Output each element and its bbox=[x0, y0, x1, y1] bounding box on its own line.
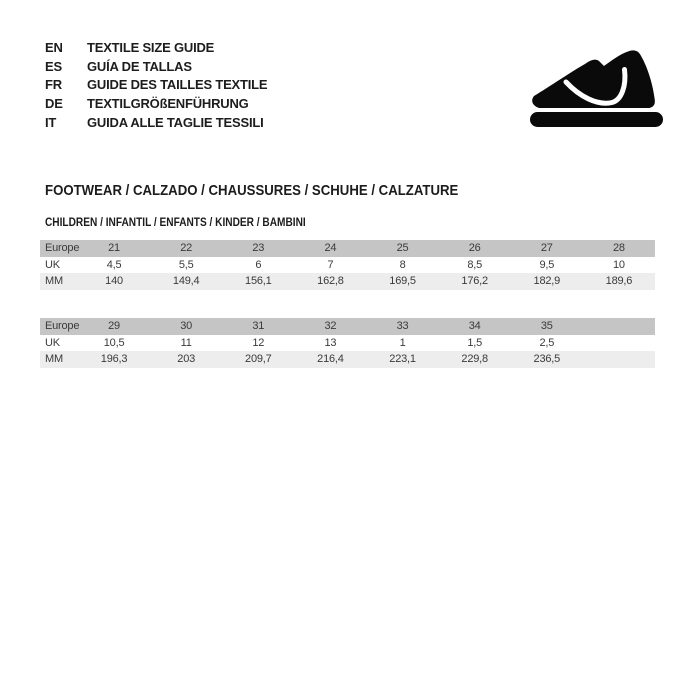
size-cell bbox=[583, 351, 655, 368]
section-title: FOOTWEAR / CALZADO / CHAUSSURES / SCHUHE… bbox=[45, 182, 459, 199]
size-cell: 236,5 bbox=[533, 353, 561, 366]
size-cell: 29 bbox=[108, 320, 120, 333]
size-cell: 22 bbox=[180, 242, 193, 255]
section-subtitle: CHILDREN / INFANTIL / ENFANTS / KINDER /… bbox=[45, 217, 306, 229]
language-list: EN TEXTILE SIZE GUIDE ES GUÍA DE TALLAS … bbox=[45, 38, 268, 132]
row-label: Europe bbox=[45, 242, 80, 255]
size-cell: 1 bbox=[399, 336, 406, 349]
size-cell: 8 bbox=[399, 258, 406, 271]
language-row-de: DE TEXTILGRÖßENFÜHRUNG bbox=[45, 94, 267, 113]
size-cell: 1,5 bbox=[467, 336, 483, 349]
size-cell: 33 bbox=[396, 320, 409, 333]
size-cell: 30 bbox=[180, 320, 193, 333]
row-label: MM bbox=[45, 353, 63, 366]
language-code: ES bbox=[45, 58, 62, 74]
table-row: Europe 29 30 31 32 33 34 35 bbox=[40, 318, 655, 335]
size-cell: 4,5 bbox=[106, 258, 122, 271]
size-cell: 11 bbox=[180, 336, 192, 349]
size-cell: 169,5 bbox=[389, 275, 416, 288]
table-row: MM 196,3 203 209,7 216,4 223,1 229,8 236,5 bbox=[40, 351, 655, 368]
size-cell: 6 bbox=[255, 258, 262, 271]
size-cell: 8,5 bbox=[467, 258, 483, 271]
table-row: UK 10,5 11 12 13 1 1,5 2,5 bbox=[40, 334, 655, 352]
size-cell: 23 bbox=[252, 242, 265, 255]
size-cell: 7 bbox=[327, 258, 334, 271]
size-cell: 223,1 bbox=[389, 353, 416, 366]
language-code: FR bbox=[45, 77, 62, 93]
size-cell: 34 bbox=[468, 320, 481, 333]
size-cell: 28 bbox=[613, 242, 625, 255]
size-cell: 10,5 bbox=[103, 336, 125, 349]
language-code: EN bbox=[45, 39, 63, 55]
language-label: GUIDA ALLE TAGLIE TESSILI bbox=[87, 114, 264, 130]
language-row-fr: FR GUIDE DES TAILLES TEXTILE bbox=[45, 75, 268, 94]
size-cell: 140 bbox=[105, 275, 123, 288]
size-table-children-2: Europe 29 30 31 32 33 34 35 UK 10,5 11 12 13 1 1,5 2,5 M… bbox=[40, 318, 655, 368]
size-cell: 189,6 bbox=[605, 275, 633, 288]
row-label: Europe bbox=[45, 320, 80, 333]
language-label: GUIDE DES TAILLES TEXTILE bbox=[87, 77, 268, 93]
size-cell: 209,7 bbox=[245, 353, 272, 366]
language-label: TEXTILGRÖßENFÜHRUNG bbox=[87, 95, 249, 111]
language-row-en: EN TEXTILE SIZE GUIDE bbox=[45, 38, 267, 57]
table-row: Europe 21 22 23 24 25 26 27 28 bbox=[40, 240, 655, 257]
size-cell: 156,1 bbox=[245, 275, 272, 288]
size-cell: 25 bbox=[396, 242, 409, 255]
size-cell: 13 bbox=[324, 336, 337, 349]
size-cell: 203 bbox=[177, 353, 196, 366]
size-cell: 24 bbox=[324, 242, 337, 255]
size-cell: 2,5 bbox=[539, 336, 555, 349]
size-cell: 35 bbox=[540, 320, 553, 333]
table-row: UK 4,5 5,5 6 7 8 8,5 9,5 10 bbox=[40, 256, 655, 273]
size-cell bbox=[583, 318, 655, 335]
row-label: UK bbox=[45, 336, 60, 349]
row-label: MM bbox=[45, 275, 63, 288]
size-cell: 149,4 bbox=[172, 275, 200, 288]
size-cell bbox=[583, 335, 655, 352]
sneaker-icon bbox=[529, 37, 664, 130]
size-cell: 196,3 bbox=[100, 353, 128, 366]
size-cell: 10 bbox=[613, 258, 625, 271]
size-cell: 31 bbox=[252, 320, 265, 333]
language-row-es: ES GUÍA DE TALLAS bbox=[45, 57, 267, 76]
language-label: TEXTILE SIZE GUIDE bbox=[87, 39, 215, 55]
language-row-it: IT GUIDA ALLE TAGLIE TESSILI bbox=[45, 113, 267, 132]
language-code: IT bbox=[45, 114, 57, 130]
size-cell: 176,2 bbox=[461, 275, 488, 288]
size-cell: 229,8 bbox=[461, 353, 488, 366]
size-cell: 27 bbox=[540, 242, 553, 255]
table-row: MM 140 149,4 156,1 162,8 169,5 176,2 182,9 189,6 bbox=[40, 273, 655, 290]
size-cell: 26 bbox=[468, 242, 481, 255]
language-label: GUÍA DE TALLAS bbox=[87, 58, 192, 74]
size-cell: 32 bbox=[324, 320, 337, 333]
size-cell: 216,4 bbox=[317, 353, 344, 366]
size-cell: 5,5 bbox=[178, 258, 194, 271]
language-code: DE bbox=[45, 95, 63, 111]
size-cell: 162,8 bbox=[317, 275, 344, 288]
size-cell: 12 bbox=[252, 336, 265, 349]
size-cell: 182,9 bbox=[533, 275, 561, 288]
row-label: UK bbox=[45, 258, 60, 271]
size-table-children-1: Europe 21 22 23 24 25 26 27 28 UK 4,5 5,5 6 7 8 8,5 9,5 1… bbox=[40, 240, 655, 290]
size-cell: 21 bbox=[108, 242, 120, 255]
size-cell: 9,5 bbox=[539, 258, 555, 271]
